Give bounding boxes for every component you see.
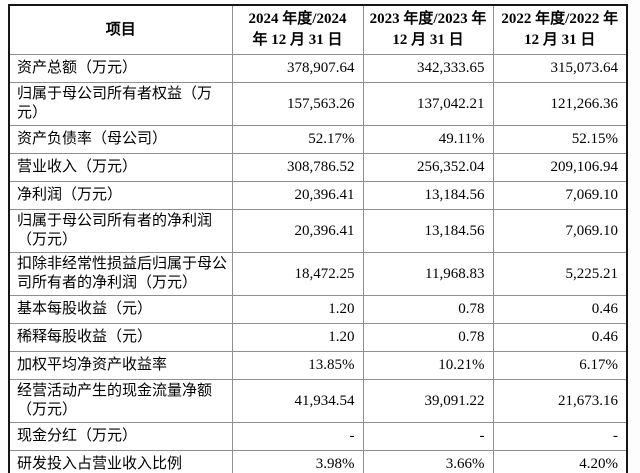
value-2023: 3.66% <box>362 450 494 473</box>
value-2024: 378,907.64 <box>231 54 364 83</box>
table-row-parent-net-profit: 归属于母公司所有者的净利润（万元） 20,396.41 13,184.56 7,… <box>8 209 628 253</box>
table-row-weighted-roe: 加权平均净资产收益率 13.85% 10.21% 6.17% <box>8 351 628 380</box>
value-2022: 6.17% <box>492 351 628 380</box>
value-2022: 7,069.10 <box>492 209 628 253</box>
header-item: 项目 <box>8 4 233 55</box>
value-2023: 39,091.22 <box>362 379 494 423</box>
table-row-total-assets: 资产总额（万元） 378,907.64 342,333.65 315,073.6… <box>8 54 628 83</box>
table-row-deducted-net-profit: 扣除非经常性损益后归属于母公司所有者的净利润（万元） 18,472.25 11,… <box>8 252 628 296</box>
value-2022: 315,073.64 <box>492 54 628 83</box>
value-2023: 342,333.65 <box>362 54 494 83</box>
value-2022: 0.46 <box>492 323 628 352</box>
row-label: 营业收入（万元） <box>8 153 233 182</box>
row-label: 研发投入占营业收入比例 <box>8 450 233 473</box>
header-2024-line2: 年 12 月 31 日 <box>252 32 343 48</box>
row-label: 归属于母公司所有者权益（万元） <box>8 82 233 126</box>
table-row-operating-cashflow: 经营活动产生的现金流量净额（万元） 41,934.54 39,091.22 21… <box>8 379 628 423</box>
value-2024: 41,934.54 <box>231 379 364 423</box>
value-2024: 1.20 <box>231 295 364 324</box>
header-2022-line2: 12 月 31 日 <box>524 32 596 48</box>
table-row-debt-ratio: 资产负债率（母公司） 52.17% 49.11% 52.15% <box>8 125 628 154</box>
header-2023-line1: 2023 年度/2023 年 <box>369 11 487 27</box>
table-row-net-profit: 净利润（万元） 20,396.41 13,184.56 7,069.10 <box>8 181 628 210</box>
value-2023: 256,352.04 <box>362 153 494 182</box>
value-2022: 121,266.36 <box>492 82 628 126</box>
financial-summary-table: 项目 2024 年度/2024 年 12 月 31 日 2023 年度/2023… <box>8 4 628 473</box>
value-2023: 11,968.83 <box>362 252 494 296</box>
header-2023-line2: 12 月 31 日 <box>392 32 464 48</box>
header-2022-line1: 2022 年度/2022 年 <box>501 11 619 27</box>
value-2024: 20,396.41 <box>231 181 364 210</box>
value-2024: 1.20 <box>231 323 364 352</box>
header-2023: 2023 年度/2023 年 12 月 31 日 <box>362 4 494 55</box>
value-2024: 13.85% <box>231 351 364 380</box>
value-2022: 21,673.16 <box>492 379 628 423</box>
table-row-revenue: 营业收入（万元） 308,786.52 256,352.04 209,106.9… <box>8 153 628 182</box>
row-label: 资产总额（万元） <box>8 54 233 83</box>
value-2023: - <box>362 422 494 451</box>
value-2022: 7,069.10 <box>492 181 628 210</box>
value-2022: 52.15% <box>492 125 628 154</box>
row-label: 净利润（万元） <box>8 181 233 210</box>
value-2023: 137,042.21 <box>362 82 494 126</box>
value-2024: 52.17% <box>231 125 364 154</box>
value-2022: 209,106.94 <box>492 153 628 182</box>
row-label: 资产负债率（母公司） <box>8 125 233 154</box>
value-2024: 3.98% <box>231 450 364 473</box>
value-2023: 49.11% <box>362 125 494 154</box>
table-row-basic-eps: 基本每股收益（元） 1.20 0.78 0.46 <box>8 295 628 324</box>
table-row-parent-equity: 归属于母公司所有者权益（万元） 157,563.26 137,042.21 12… <box>8 82 628 126</box>
row-label: 现金分红（万元） <box>8 422 233 451</box>
header-2022: 2022 年度/2022 年 12 月 31 日 <box>492 4 628 55</box>
header-2024-line1: 2024 年度/2024 <box>248 11 347 27</box>
row-label: 经营活动产生的现金流量净额（万元） <box>8 379 233 423</box>
row-label: 加权平均净资产收益率 <box>8 351 233 380</box>
value-2022: 0.46 <box>492 295 628 324</box>
value-2023: 0.78 <box>362 323 494 352</box>
value-2023: 13,184.56 <box>362 209 494 253</box>
row-label: 稀释每股收益（元） <box>8 323 233 352</box>
row-label: 归属于母公司所有者的净利润（万元） <box>8 209 233 253</box>
table-header-row: 项目 2024 年度/2024 年 12 月 31 日 2023 年度/2023… <box>8 4 628 55</box>
value-2023: 13,184.56 <box>362 181 494 210</box>
row-label: 扣除非经常性损益后归属于母公司所有者的净利润（万元） <box>8 252 233 296</box>
value-2024: 20,396.41 <box>231 209 364 253</box>
table-row-rd-ratio: 研发投入占营业收入比例 3.98% 3.66% 4.20% <box>8 450 628 473</box>
value-2022: 4.20% <box>492 450 628 473</box>
value-2024: 157,563.26 <box>231 82 364 126</box>
value-2023: 0.78 <box>362 295 494 324</box>
value-2024: - <box>231 422 364 451</box>
value-2022: 5,225.21 <box>492 252 628 296</box>
value-2024: 308,786.52 <box>231 153 364 182</box>
header-2024: 2024 年度/2024 年 12 月 31 日 <box>231 4 364 55</box>
row-label: 基本每股收益（元） <box>8 295 233 324</box>
value-2022: - <box>492 422 628 451</box>
table-row-diluted-eps: 稀释每股收益（元） 1.20 0.78 0.46 <box>8 323 628 352</box>
value-2024: 18,472.25 <box>231 252 364 296</box>
table-row-cash-dividend: 现金分红（万元） - - - <box>8 422 628 451</box>
value-2023: 10.21% <box>362 351 494 380</box>
